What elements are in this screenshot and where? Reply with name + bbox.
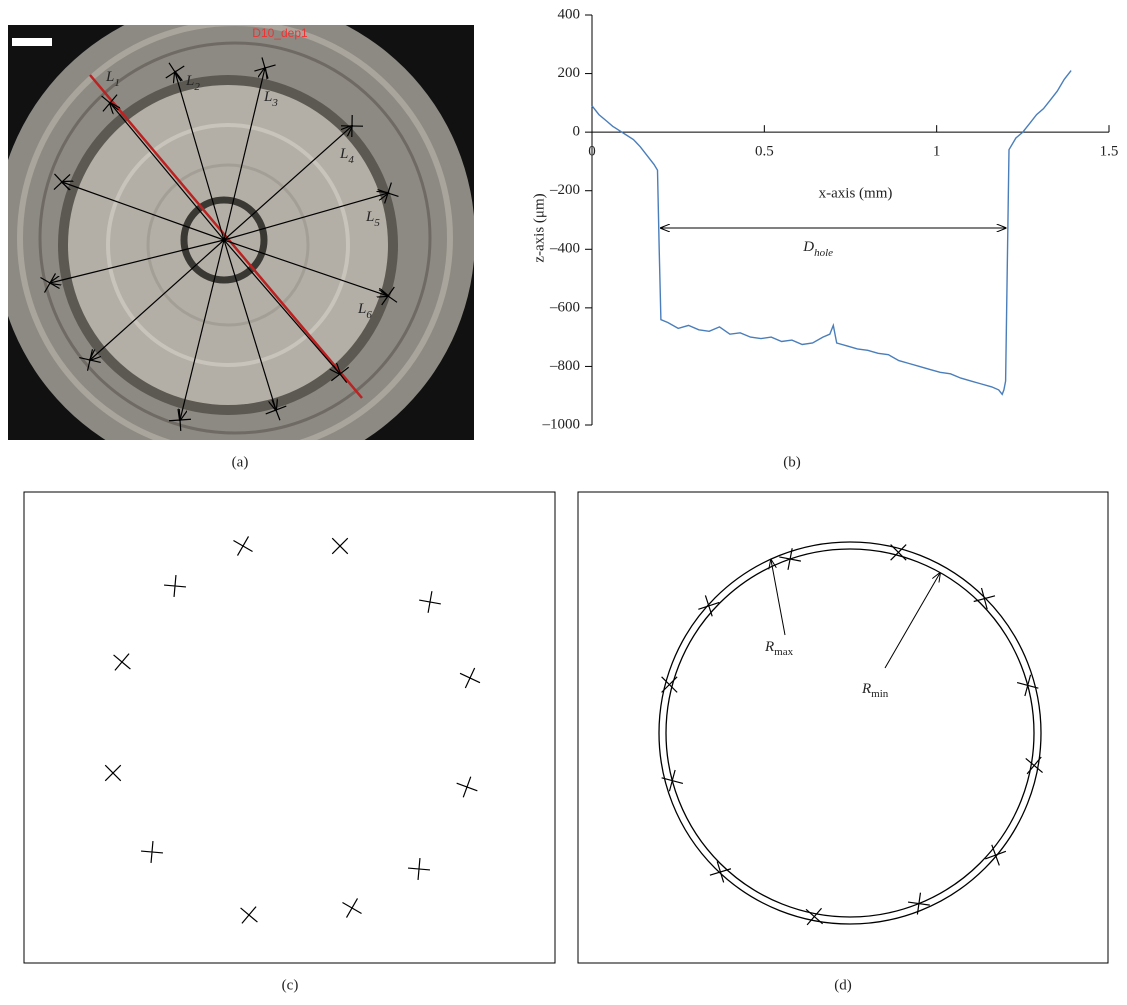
- y-tick-label: 200: [558, 65, 581, 81]
- x-tick-label: 0: [588, 144, 596, 160]
- cross-marker: [974, 588, 995, 609]
- profile-line: [592, 71, 1071, 395]
- figure: D10_dep1 L1L2L3L4L5L6 –1000–800–600–400–…: [0, 0, 1127, 1005]
- x-axis-title: x-axis (mm): [819, 186, 893, 202]
- cross-marker: [241, 907, 258, 924]
- cross-marker: [141, 841, 163, 863]
- rmin-arrow: [885, 573, 940, 668]
- cross-marker: [662, 677, 678, 693]
- point-markers: [105, 536, 480, 923]
- rmax-label: Rmax: [764, 639, 794, 657]
- y-tick-label: –600: [549, 299, 580, 315]
- x-tick-label: 1: [933, 144, 941, 160]
- panel-label: (c): [282, 977, 299, 993]
- cross-marker: [408, 858, 430, 880]
- panel-label: (a): [232, 454, 249, 470]
- photo-title: D10_dep1: [252, 26, 308, 40]
- x-tick-label: 0.5: [755, 144, 774, 160]
- panel-label: (d): [834, 977, 852, 993]
- panel-d-frame: [578, 492, 1108, 963]
- rmax-arrow: [771, 560, 785, 635]
- y-axis-title: z-axis (μm): [531, 193, 547, 262]
- line-chart: –1000 –800 –600 –400 –200 0 200 400 0 0.5 1 1.5 x-ax…: [531, 6, 1118, 432]
- y-tick-label: 400: [558, 6, 581, 22]
- cross-marker: [233, 536, 252, 555]
- rmin-label: Rmin: [861, 681, 889, 699]
- cross-marker: [891, 545, 907, 561]
- x-tick-label: 1.5: [1100, 144, 1119, 160]
- panel-label: (b): [783, 454, 801, 470]
- cross-marker: [457, 777, 478, 798]
- y-tick-label: –1000: [542, 416, 581, 432]
- cross-marker: [164, 575, 186, 597]
- cross-marker: [419, 591, 441, 613]
- y-tick-label: –400: [549, 241, 580, 257]
- y-tick-label: –200: [549, 182, 580, 198]
- cross-marker: [460, 668, 480, 688]
- cross-marker: [1026, 757, 1043, 774]
- cross-marker: [105, 765, 121, 781]
- cross-marker: [332, 538, 348, 554]
- panel-c-frame: [24, 492, 555, 963]
- cross-marker: [342, 898, 361, 917]
- photo: [0, 0, 475, 478]
- cross-marker: [806, 908, 823, 925]
- annotation: Dhole: [802, 239, 833, 258]
- y-tick-label: 0: [573, 124, 581, 140]
- y-tick-label: –800: [549, 358, 580, 374]
- cross-marker: [114, 654, 131, 671]
- min-circle: [666, 549, 1034, 917]
